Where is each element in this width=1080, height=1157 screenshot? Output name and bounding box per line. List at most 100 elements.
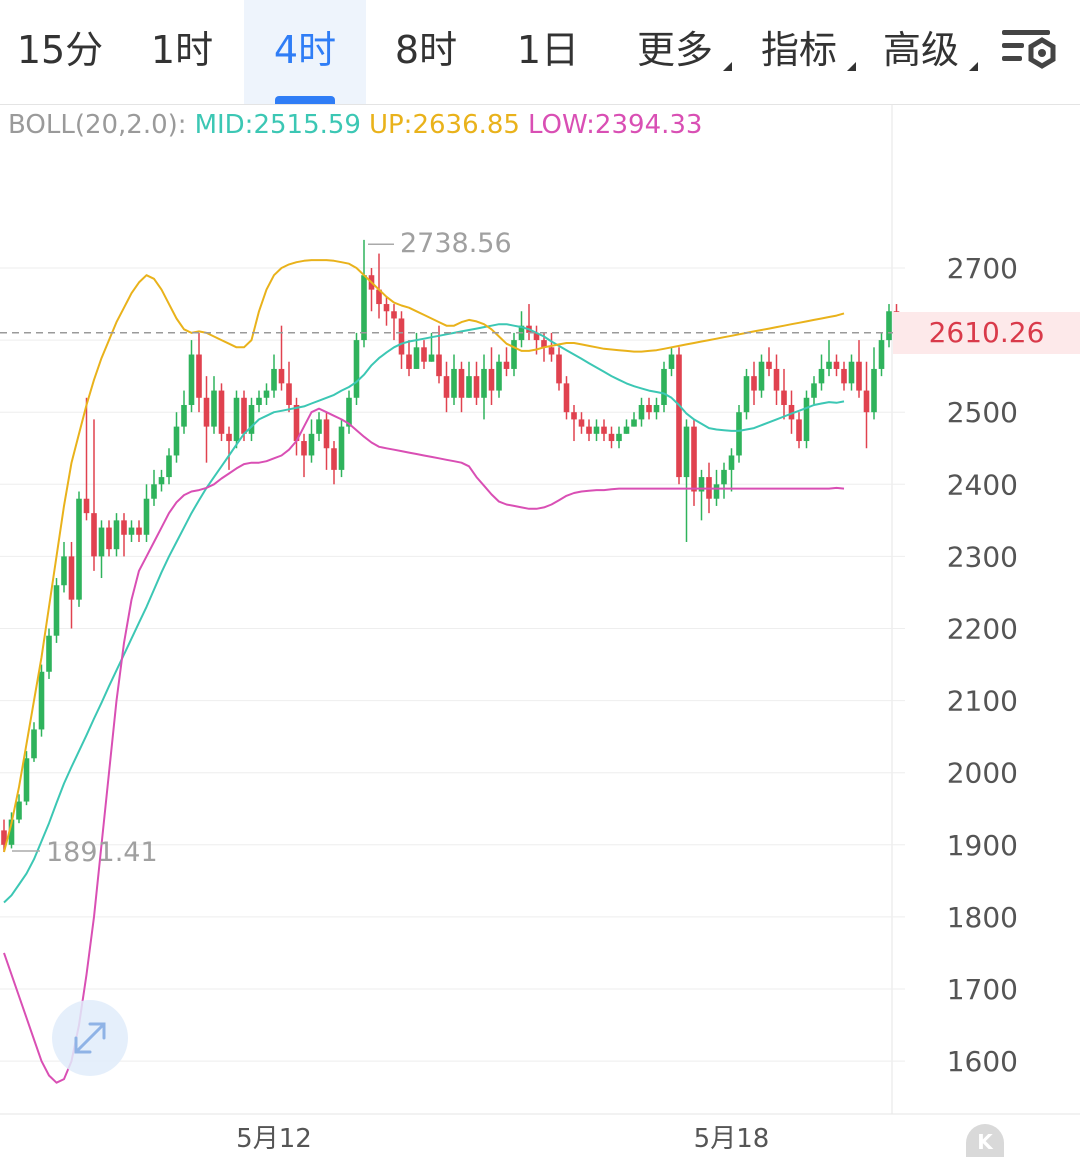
boll-mid-line	[3, 323, 845, 904]
candle-body	[766, 361, 772, 369]
candle-body	[436, 354, 442, 377]
candle-body	[353, 340, 360, 398]
candle-body	[218, 390, 225, 434]
candle-body	[151, 484, 157, 499]
tab-bar-divider	[0, 104, 1080, 105]
candle-body	[638, 404, 645, 420]
candle-body	[683, 426, 690, 478]
candle-body	[728, 455, 735, 470]
boll-low-line	[3, 407, 845, 1084]
candle-body	[818, 368, 825, 384]
x-tick-label: 5月18	[694, 1124, 770, 1154]
candle-body	[631, 419, 637, 427]
candle-body	[128, 527, 135, 535]
candle-body	[578, 419, 585, 427]
candle-body	[608, 433, 615, 442]
candle-body	[211, 390, 217, 427]
candle-body	[166, 455, 172, 478]
candle-body	[721, 469, 727, 485]
candle-body	[653, 404, 660, 413]
candle-body	[421, 347, 427, 362]
candle-body	[713, 484, 720, 499]
candle-body	[143, 498, 150, 535]
tab-label: 1日	[516, 28, 580, 72]
candle-body	[346, 397, 352, 427]
tab-8hour[interactable]: 8时	[366, 0, 486, 104]
candle-body	[623, 426, 630, 434]
candle-body	[1, 830, 7, 845]
y-tick-label: 2700	[947, 252, 1018, 285]
candle-body	[398, 318, 405, 355]
y-tick-label: 2200	[947, 613, 1018, 646]
candle-body	[293, 404, 300, 442]
candle-body	[308, 433, 315, 456]
candle-body	[8, 819, 15, 845]
k-line-icon[interactable]: K	[966, 1124, 1004, 1157]
candle-body	[323, 419, 330, 449]
y-tick-label: 2500	[947, 396, 1018, 429]
candle-body	[571, 412, 577, 420]
candle-body	[841, 368, 847, 384]
boll-legend-mid: MID:2515.59	[194, 110, 361, 140]
tab-indicators[interactable]: 指标	[754, 0, 856, 104]
tab-label: 8时	[394, 28, 458, 72]
candle-body	[743, 376, 750, 413]
candle-body	[286, 383, 292, 405]
tab-label: 4时	[273, 28, 337, 72]
tab-more[interactable]: 更多	[630, 0, 732, 104]
candle-body	[698, 477, 705, 492]
candle-body	[263, 390, 270, 398]
dropdown-caret-icon	[969, 62, 978, 71]
timeframe-tab-bar: 15分 1时 4时 8时 1日 更多 指标 高级	[0, 0, 1080, 104]
candle-body	[781, 390, 787, 405]
candle-body	[278, 368, 285, 384]
candle-body	[496, 361, 502, 391]
candle-body	[121, 520, 127, 535]
candle-body	[871, 368, 877, 413]
candle-body	[106, 527, 112, 550]
candle-body	[826, 361, 832, 369]
candle-body	[541, 340, 547, 348]
current-price-tag: 2610.26	[893, 312, 1080, 354]
candle-body	[878, 340, 885, 369]
tab-1day[interactable]: 1日	[488, 0, 608, 104]
candle-body	[173, 426, 180, 456]
candle-body	[803, 397, 810, 442]
active-tab-indicator	[275, 96, 335, 104]
candle-body	[736, 412, 742, 456]
candle-body	[856, 361, 862, 391]
candle-body	[256, 397, 262, 405]
y-tick-label: 2400	[947, 468, 1018, 501]
tab-1hour[interactable]: 1时	[122, 0, 242, 104]
tab-label: 1时	[150, 28, 214, 72]
candle-body	[458, 368, 465, 398]
candle-body	[586, 426, 592, 434]
candle-body	[886, 311, 892, 341]
chart-settings-icon[interactable]	[1000, 26, 1060, 76]
candle-body	[488, 368, 495, 391]
candle-body	[601, 426, 607, 434]
candle-body	[181, 404, 187, 427]
candle-body	[226, 433, 232, 442]
candle-body	[563, 383, 570, 413]
tab-label: 15分	[16, 28, 104, 72]
candle-body	[548, 347, 555, 355]
boll-legend-low: LOW:2394.33	[527, 110, 703, 140]
candle-body	[833, 361, 840, 369]
y-tick-label: 1600	[947, 1045, 1018, 1078]
fullscreen-button[interactable]	[52, 1000, 128, 1076]
candle-body	[533, 332, 540, 341]
candle-body	[413, 347, 420, 369]
low-marker-label: 1891.41	[46, 837, 158, 868]
candle-body	[338, 426, 345, 470]
tab-15min[interactable]: 15分	[0, 0, 120, 104]
candle-body	[203, 397, 210, 427]
candle-body	[556, 354, 562, 384]
boll-legend-name: BOLL(20,2.0):	[8, 110, 187, 140]
candle-body	[83, 498, 90, 514]
tab-advanced[interactable]: 高级	[876, 0, 978, 104]
candle-body	[23, 758, 30, 802]
tab-4hour[interactable]: 4时	[244, 0, 366, 104]
candle-body	[98, 527, 105, 557]
